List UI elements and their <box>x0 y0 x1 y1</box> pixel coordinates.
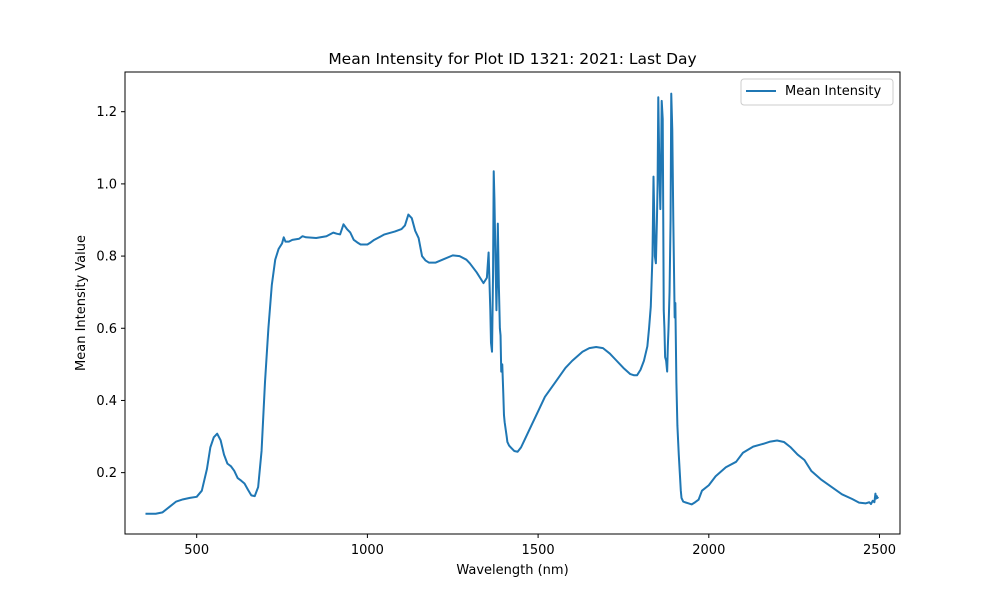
legend: Mean Intensity <box>740 78 894 106</box>
chart-title: Mean Intensity for Plot ID 1321: 2021: L… <box>328 50 696 68</box>
y-tick-label: 0.4 <box>96 394 117 409</box>
x-tick-label: 500 <box>184 543 209 558</box>
x-tick-label: 1000 <box>351 543 384 558</box>
y-tick-label: 1.0 <box>96 177 117 192</box>
series-line-mean-intensity <box>145 92 879 515</box>
x-tick-label: 1500 <box>522 543 555 558</box>
y-tick-label: 1.2 <box>96 105 117 120</box>
x-tick-label: 2500 <box>863 543 896 558</box>
legend-label: Mean Intensity <box>785 84 881 99</box>
y-tick-label: 0.8 <box>96 250 117 265</box>
y-axis-label: Mean Intensity Value <box>74 235 89 371</box>
y-tick-label: 0.6 <box>96 322 117 337</box>
y-axis: 0.2 0.4 0.6 0.8 1.0 1.2 <box>96 105 125 481</box>
plot-area <box>145 92 879 515</box>
axes-frame <box>124 71 901 535</box>
y-tick-label: 0.2 <box>96 466 117 481</box>
x-axis: 500 1000 1500 2000 2500 <box>184 534 896 558</box>
legend-box <box>740 78 894 106</box>
x-tick-label: 2000 <box>692 543 725 558</box>
x-axis-label: Wavelength (nm) <box>456 563 568 578</box>
